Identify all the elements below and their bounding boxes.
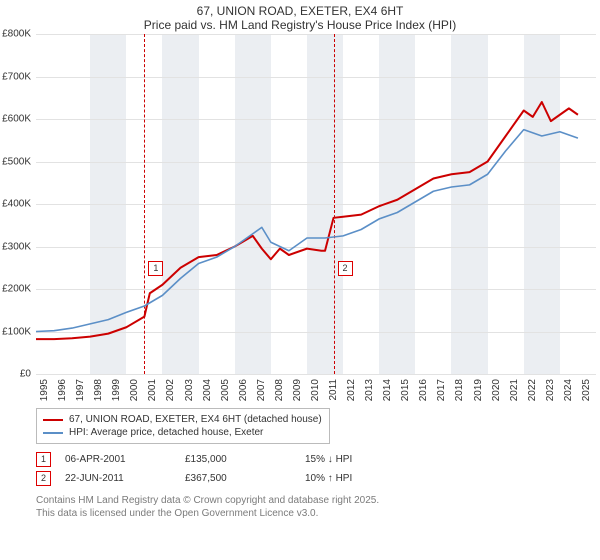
y-axis-label: £100K xyxy=(2,326,31,337)
y-axis-label: £700K xyxy=(2,71,31,82)
event-price: £367,500 xyxy=(185,473,305,484)
x-axis-label: 1996 xyxy=(57,379,68,401)
event-row: 2 22-JUN-2011 £367,500 10% ↑ HPI xyxy=(36,469,600,488)
y-axis-label: £200K xyxy=(2,284,31,295)
x-axis-label: 2011 xyxy=(328,379,339,401)
x-axis-label: 1995 xyxy=(39,379,50,401)
event-marker: 2 xyxy=(36,471,51,486)
y-axis-label: £600K xyxy=(2,114,31,125)
y-axis-label: £500K xyxy=(2,156,31,167)
event-date: 06-APR-2001 xyxy=(65,454,185,465)
legend-swatch-blue xyxy=(43,432,63,434)
legend-row: 67, UNION ROAD, EXETER, EX4 6HT (detache… xyxy=(43,413,323,426)
x-axis-label: 2017 xyxy=(436,379,447,401)
event-date: 22-JUN-2011 xyxy=(65,473,185,484)
x-axis-label: 2010 xyxy=(310,379,321,401)
x-axis-label: 2013 xyxy=(364,379,375,401)
event-price: £135,000 xyxy=(185,454,305,465)
x-axis-label: 2015 xyxy=(400,379,411,401)
events-table: 1 06-APR-2001 £135,000 15% ↓ HPI 2 22-JU… xyxy=(36,450,600,488)
x-axis-label: 2018 xyxy=(454,379,465,401)
chart-area: 12 £0£100K£200K£300K£400K£500K£600K£700K… xyxy=(36,34,596,404)
x-axis-label: 2003 xyxy=(184,379,195,401)
title-subtitle: Price paid vs. HM Land Registry's House … xyxy=(0,18,600,34)
x-axis-label: 2005 xyxy=(220,379,231,401)
event-row: 1 06-APR-2001 £135,000 15% ↓ HPI xyxy=(36,450,600,469)
x-axis-label: 2000 xyxy=(129,379,140,401)
footer: Contains HM Land Registry data © Crown c… xyxy=(36,494,600,520)
legend-box: 67, UNION ROAD, EXETER, EX4 6HT (detache… xyxy=(36,408,330,444)
x-axis-label: 2021 xyxy=(509,379,520,401)
y-axis-label: £800K xyxy=(2,29,31,40)
x-axis-label: 2023 xyxy=(545,379,556,401)
x-axis-label: 2012 xyxy=(346,379,357,401)
x-axis-label: 2020 xyxy=(491,379,502,401)
event-delta: 15% ↓ HPI xyxy=(305,454,425,465)
x-axis-label: 2004 xyxy=(202,379,213,401)
x-axis-label: 1997 xyxy=(75,379,86,401)
event-marker: 1 xyxy=(36,452,51,467)
x-axis-label: 2019 xyxy=(473,379,484,401)
x-axis-label: 2002 xyxy=(165,379,176,401)
chart-lines xyxy=(36,34,596,374)
x-axis-label: 2014 xyxy=(382,379,393,401)
footer-line: This data is licensed under the Open Gov… xyxy=(36,507,600,520)
footer-line: Contains HM Land Registry data © Crown c… xyxy=(36,494,600,507)
y-axis-label: £300K xyxy=(2,241,31,252)
x-axis-label: 2025 xyxy=(581,379,592,401)
x-axis-label: 2024 xyxy=(563,379,574,401)
event-delta: 10% ↑ HPI xyxy=(305,473,425,484)
x-axis-label: 2006 xyxy=(238,379,249,401)
legend-label: 67, UNION ROAD, EXETER, EX4 6HT (detache… xyxy=(69,414,322,425)
x-axis-label: 1999 xyxy=(111,379,122,401)
legend-swatch-red xyxy=(43,419,63,421)
x-axis-label: 2016 xyxy=(418,379,429,401)
legend-row: HPI: Average price, detached house, Exet… xyxy=(43,426,323,439)
y-axis-label: £400K xyxy=(2,199,31,210)
x-axis-label: 2009 xyxy=(292,379,303,401)
title-address: 67, UNION ROAD, EXETER, EX4 6HT xyxy=(0,0,600,18)
x-axis-label: 2007 xyxy=(256,379,267,401)
x-axis-label: 2001 xyxy=(147,379,158,401)
x-axis-label: 2022 xyxy=(527,379,538,401)
x-axis-label: 1998 xyxy=(93,379,104,401)
legend-label: HPI: Average price, detached house, Exet… xyxy=(69,427,263,438)
x-axis-label: 2008 xyxy=(274,379,285,401)
y-axis-label: £0 xyxy=(20,369,31,380)
